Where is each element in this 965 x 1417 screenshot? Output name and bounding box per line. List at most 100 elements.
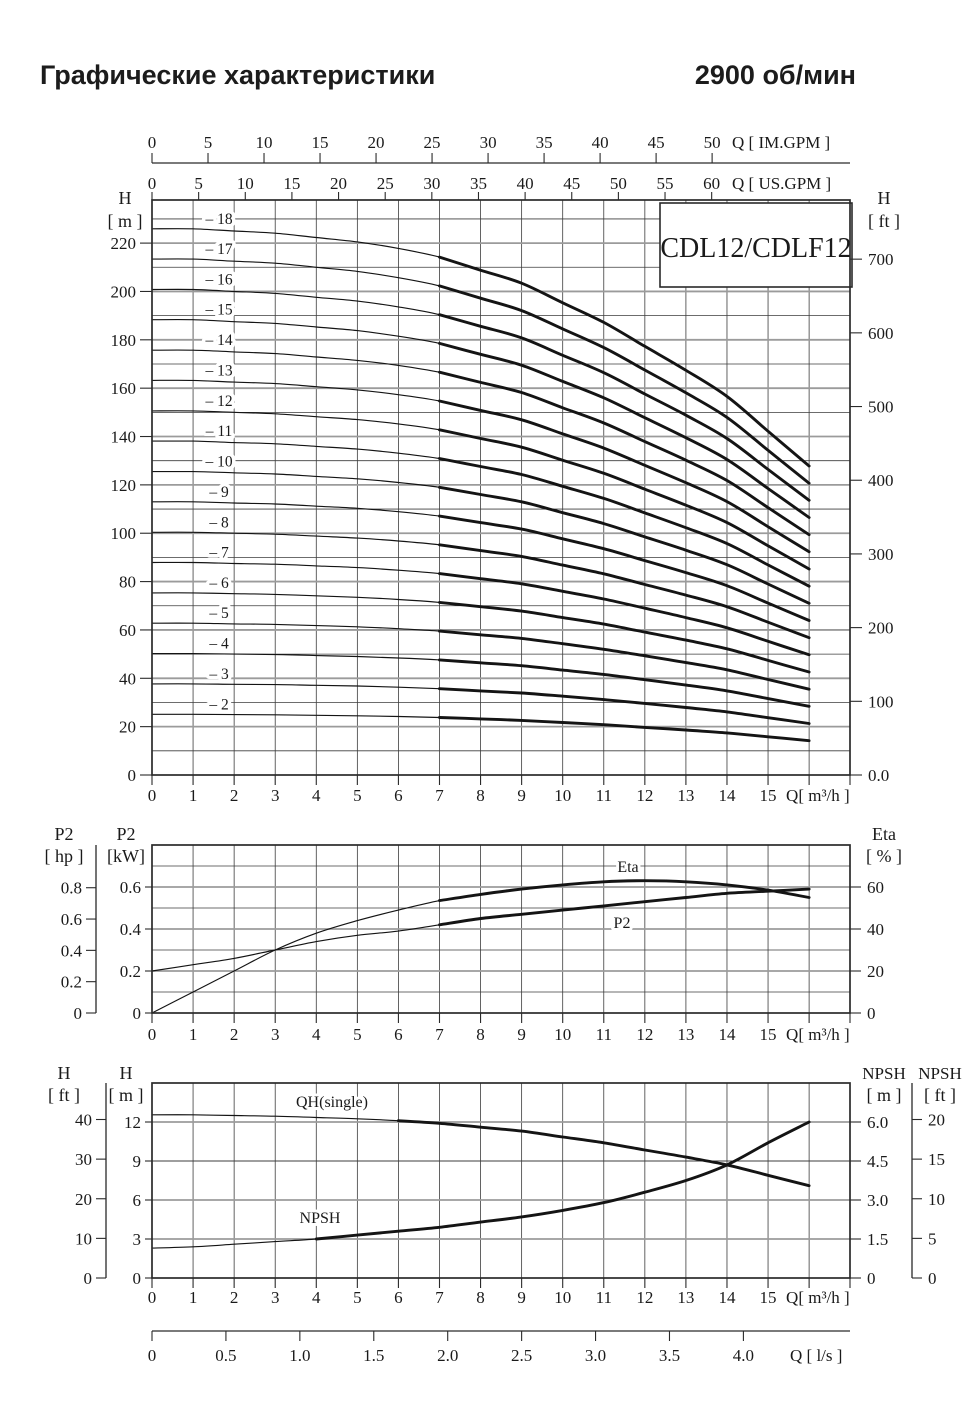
us-gpm-tick-label: 45 — [563, 174, 580, 193]
model-label: CDL12/CDLF12 — [660, 233, 851, 264]
hp-tick-label: 0.8 — [61, 879, 82, 898]
us-gpm-tick-label: 10 — [237, 174, 254, 193]
l-s-axis-title: Q [ l/s ] — [790, 1346, 842, 1365]
npsh-ft-tick-label: 5 — [928, 1229, 937, 1248]
stage-label-4: – 4 — [208, 636, 229, 653]
h-ft-tick-label: 40 — [75, 1111, 92, 1130]
x-tick-label: 13 — [677, 1288, 694, 1307]
chart-head-curves: – 2 – 3 – 4 – 5 – 6 – 7 – 8 – 9 – 10 – 11 – 12 – 13… — [108, 133, 900, 805]
stage-label-11: – 11 — [205, 423, 233, 440]
x-axis-title: Q[ m³/h ] — [786, 786, 850, 805]
x-tick-label: 5 — [353, 786, 362, 805]
eta-axis-name: Eta — [872, 824, 896, 844]
head-curve-6-stages-operating-range — [438, 600, 811, 674]
x-tick-label: 0 — [148, 1025, 157, 1044]
x-tick-label: 5 — [353, 1288, 362, 1307]
h-m-tick-label: 140 — [111, 428, 137, 447]
im-gpm-tick-label: 10 — [256, 133, 273, 152]
h-m-tick-label: 3 — [133, 1230, 142, 1249]
im-gpm-tick-label: 20 — [368, 133, 385, 152]
head-curve-5-stages-operating-range — [438, 629, 811, 691]
l-s-tick-label: 3.5 — [659, 1346, 680, 1365]
im-gpm-tick-label: 5 — [204, 133, 213, 152]
h-m-tick-label: 20 — [119, 718, 136, 737]
eta-curve-label: Eta — [617, 859, 638, 876]
x-tick-label: 1 — [189, 1025, 198, 1044]
x-tick-label: 8 — [476, 1025, 485, 1044]
h-m-tick-label: 0 — [128, 766, 137, 785]
x-tick-label: 6 — [394, 786, 403, 805]
h-ft-tick-label: 700 — [868, 250, 894, 269]
x-tick-label: 4 — [312, 1288, 321, 1307]
im-gpm-tick-label: 35 — [536, 133, 553, 152]
im-gpm-tick-label: 25 — [424, 133, 441, 152]
eta-curve-operating-range — [438, 879, 811, 903]
h-m-tick-label: 220 — [111, 234, 137, 253]
x-tick-label: 9 — [517, 786, 526, 805]
x-tick-label: 2 — [230, 1288, 239, 1307]
us-gpm-tick-label: 55 — [657, 174, 674, 193]
head-curve-17-stages-operating-range — [438, 284, 811, 485]
head-curve-15-stages-operating-range — [438, 341, 811, 519]
x-tick-label: 14 — [718, 1288, 736, 1307]
npsh-ft-tick-label: 0 — [928, 1269, 937, 1288]
head-curve-10-stages-operating-range — [438, 485, 811, 605]
h-m-tick-label: 60 — [119, 621, 136, 640]
h-ft-axis-name: H — [878, 188, 891, 208]
x-tick-label: 3 — [271, 1288, 280, 1307]
hp-tick-label: 0.6 — [61, 910, 82, 929]
x-axis-title: Q[ m³/h ] — [786, 1025, 850, 1044]
h-ft-tick-label: 100 — [868, 692, 894, 711]
h-m-axis-name: H — [120, 1063, 133, 1083]
x-tick-label: 3 — [271, 786, 280, 805]
x-tick-label: 7 — [435, 1025, 444, 1044]
h-ft-tick-label: 20 — [75, 1190, 92, 1209]
h-ft-tick-label: 400 — [868, 471, 894, 490]
x-tick-label: 4 — [312, 1025, 321, 1044]
h-ft-axis-unit: [ ft ] — [48, 1085, 80, 1105]
head-curve-7-stages-operating-range — [438, 572, 811, 657]
h-ft-tick-label: 10 — [75, 1229, 92, 1248]
h-ft-tick-label: 30 — [75, 1150, 92, 1169]
h-m-tick-label: 100 — [111, 524, 137, 543]
grid — [152, 845, 850, 1013]
us-gpm-tick-label: 25 — [377, 174, 394, 193]
eta-tick-label: 60 — [867, 878, 884, 897]
h-m-tick-label: 6 — [133, 1191, 142, 1210]
x-tick-label: 14 — [718, 1025, 736, 1044]
im-gpm-tick-label: 45 — [648, 133, 665, 152]
x-tick-label: 8 — [476, 786, 485, 805]
l-s-tick-label: 0.5 — [215, 1346, 236, 1365]
head-curve-series — [151, 228, 811, 743]
x-tick-label: 10 — [554, 1025, 571, 1044]
l-s-tick-label: 2.5 — [511, 1346, 532, 1365]
kw-tick-label: 0 — [133, 1004, 142, 1023]
model-box — [659, 202, 853, 288]
us-gpm-tick-label: 20 — [330, 174, 347, 193]
h-ft-tick-label: 600 — [868, 324, 894, 343]
x-tick-label: 9 — [517, 1025, 526, 1044]
l-s-tick-label: 3.0 — [585, 1346, 606, 1365]
stage-label-14: – 14 — [204, 332, 232, 349]
stage-label-2: – 2 — [208, 696, 228, 713]
x-tick-label: 15 — [760, 786, 777, 805]
plot-frame — [151, 199, 851, 776]
h-m-axis-unit: [ m ] — [109, 1085, 144, 1105]
stage-label-7: – 7 — [208, 544, 229, 561]
x-tick-label: 7 — [435, 786, 444, 805]
head-curve-2-stages-operating-range — [438, 716, 811, 743]
im-gpm-tick-label: 30 — [480, 133, 497, 152]
kw-axis-unit: [kW] — [107, 846, 145, 866]
npsh-m-axis-name: NPSH — [862, 1064, 905, 1083]
kw-tick-label: 0.4 — [120, 920, 142, 939]
head-curve-8-stages-operating-range — [438, 543, 811, 640]
x-tick-label: 15 — [760, 1288, 777, 1307]
kw-tick-label: 0.6 — [120, 878, 141, 897]
us-gpm-tick-label: 30 — [423, 174, 440, 193]
x-tick-label: 2 — [230, 1025, 239, 1044]
l-s-tick-label: 2.0 — [437, 1346, 458, 1365]
npsh-ft-axis-unit: [ ft ] — [924, 1085, 956, 1105]
stage-label-12: – 12 — [204, 393, 232, 410]
